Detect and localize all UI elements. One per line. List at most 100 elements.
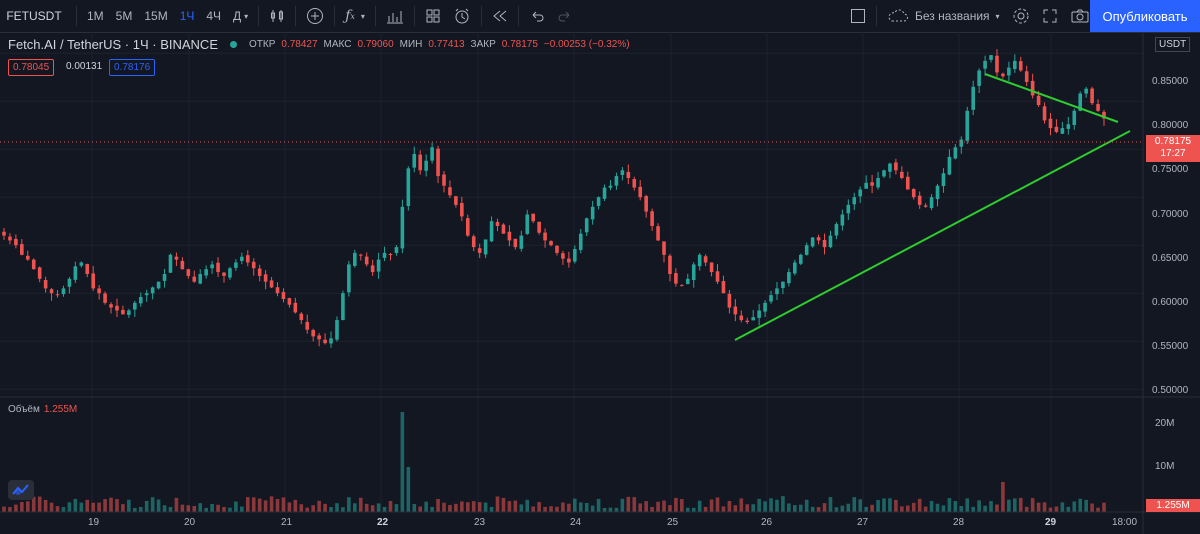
volume-bar — [965, 498, 970, 512]
fullscreen-expand-icon[interactable] — [1036, 0, 1064, 32]
candle-body — [269, 280, 274, 288]
buy-price-box[interactable]: 0.78176 — [109, 59, 156, 76]
volume-bar — [121, 504, 125, 512]
time-tick: 22 — [377, 517, 389, 528]
support-trendline[interactable] — [734, 130, 1131, 341]
chevron-down-icon: ▾ — [360, 11, 365, 21]
volume-bar — [495, 496, 500, 512]
candle-body — [816, 237, 821, 241]
volume-bar — [335, 503, 339, 512]
volume-bar — [204, 507, 208, 512]
chart-legend: Fetch.AI / TetherUS · 1Ч · BINANCE ОТКР 0… — [8, 37, 630, 52]
undo-icon[interactable] — [523, 0, 551, 32]
candle-body — [573, 249, 577, 262]
candle-body — [186, 269, 191, 276]
price-tick: 0.80000 — [1152, 120, 1189, 131]
volume-bar — [864, 506, 868, 512]
indicators-fx-icon[interactable]: ƒ x ▾ — [345, 8, 365, 24]
candle-body — [234, 262, 238, 268]
camera-snapshot-icon[interactable] — [1064, 0, 1096, 32]
toolbar-divider — [413, 6, 415, 26]
interval-15m-button[interactable]: 15М — [144, 9, 168, 23]
currency-label[interactable]: USDT — [1155, 37, 1191, 52]
candle-body — [543, 232, 547, 241]
volume-bar — [91, 502, 95, 512]
interval-1m-button[interactable]: 1М — [87, 9, 104, 23]
candle-body — [578, 233, 583, 250]
volume-bar — [400, 412, 405, 512]
alert-clock-icon[interactable] — [447, 0, 477, 32]
sell-price-box[interactable]: 0.78045 — [8, 59, 55, 76]
candle-body — [454, 196, 458, 205]
candle-body — [287, 298, 292, 305]
candle-body — [1042, 106, 1047, 121]
volume-value: 1.255M — [43, 404, 78, 415]
candle-body — [245, 255, 250, 263]
candle-body — [733, 306, 738, 315]
candle-body — [870, 182, 874, 186]
candlestick-series — [2, 49, 1106, 348]
candle-body — [900, 171, 904, 178]
candle-body — [674, 273, 678, 284]
candle-body — [798, 254, 803, 264]
candle-body — [174, 256, 179, 260]
compare-plus-icon[interactable] — [300, 0, 330, 32]
volume-bar — [775, 499, 779, 512]
trendlines[interactable] — [734, 73, 1131, 341]
candle-body — [317, 335, 321, 340]
candle-body — [121, 309, 125, 315]
interval-4h-button[interactable]: 4Ч — [206, 9, 222, 23]
candle-body — [947, 156, 952, 175]
volume-bar — [471, 501, 476, 512]
publish-button[interactable]: Опубликовать — [1090, 0, 1200, 32]
candle-body — [55, 294, 60, 296]
symbol-search[interactable]: FETUSDT — [6, 9, 62, 23]
interval-5m-button[interactable]: 5М — [115, 9, 133, 23]
volume-bar — [358, 497, 363, 512]
candle-body — [97, 288, 101, 294]
interval-dropdown[interactable]: Д ▾ — [227, 0, 254, 32]
financials-bars-icon[interactable] — [380, 0, 410, 32]
volume-bar — [894, 499, 898, 512]
tradingview-logo-icon[interactable] — [8, 480, 34, 500]
volume-bar — [751, 504, 755, 512]
candle-body — [370, 265, 375, 273]
volume-bar — [49, 502, 54, 512]
candle-body — [61, 288, 66, 295]
candle-body — [198, 274, 203, 284]
candle-body — [2, 231, 6, 236]
volume-bar — [293, 499, 298, 512]
series-title[interactable]: Fetch.AI / TetherUS · 1Ч · BINANCE — [8, 37, 218, 52]
layout-menu[interactable]: Без названия ▾ — [881, 0, 1006, 32]
candle-body — [656, 226, 660, 241]
candle-body — [977, 70, 981, 86]
volume-bar — [513, 500, 518, 512]
candle-body — [763, 302, 767, 312]
volume-bar — [127, 499, 131, 512]
candle-body — [465, 218, 470, 236]
candle-body — [644, 196, 648, 212]
candle-body — [460, 203, 464, 217]
candles-icon[interactable] — [263, 0, 291, 32]
fullscreen-square-icon[interactable] — [844, 0, 872, 32]
settings-gear-icon[interactable] — [1006, 0, 1036, 32]
resistance-trendline[interactable] — [984, 73, 1119, 123]
candle-body — [1036, 95, 1041, 106]
candle-body — [1090, 88, 1094, 104]
replay-rewind-icon[interactable] — [486, 0, 514, 32]
chevron-down-icon: ▾ — [244, 11, 249, 21]
volume-bar — [364, 503, 369, 512]
volume-bar — [25, 501, 30, 512]
candle-body — [650, 211, 654, 226]
volume-tick: 20M — [1155, 418, 1175, 429]
price-chart[interactable] — [0, 32, 1200, 534]
volume-bar — [43, 499, 48, 512]
volume-bar — [275, 498, 280, 512]
templates-grid-icon[interactable] — [419, 0, 447, 32]
top-toolbar: FETUSDT 1М 5М 15М 1Ч 4Ч Д ▾ ƒ x ▾ — [0, 0, 1200, 33]
volume-bar — [537, 502, 541, 512]
volume-bar — [757, 498, 761, 512]
interval-1h-button[interactable]: 1Ч — [179, 9, 195, 23]
volume-bar — [590, 505, 595, 512]
redo-icon[interactable] — [551, 0, 579, 32]
